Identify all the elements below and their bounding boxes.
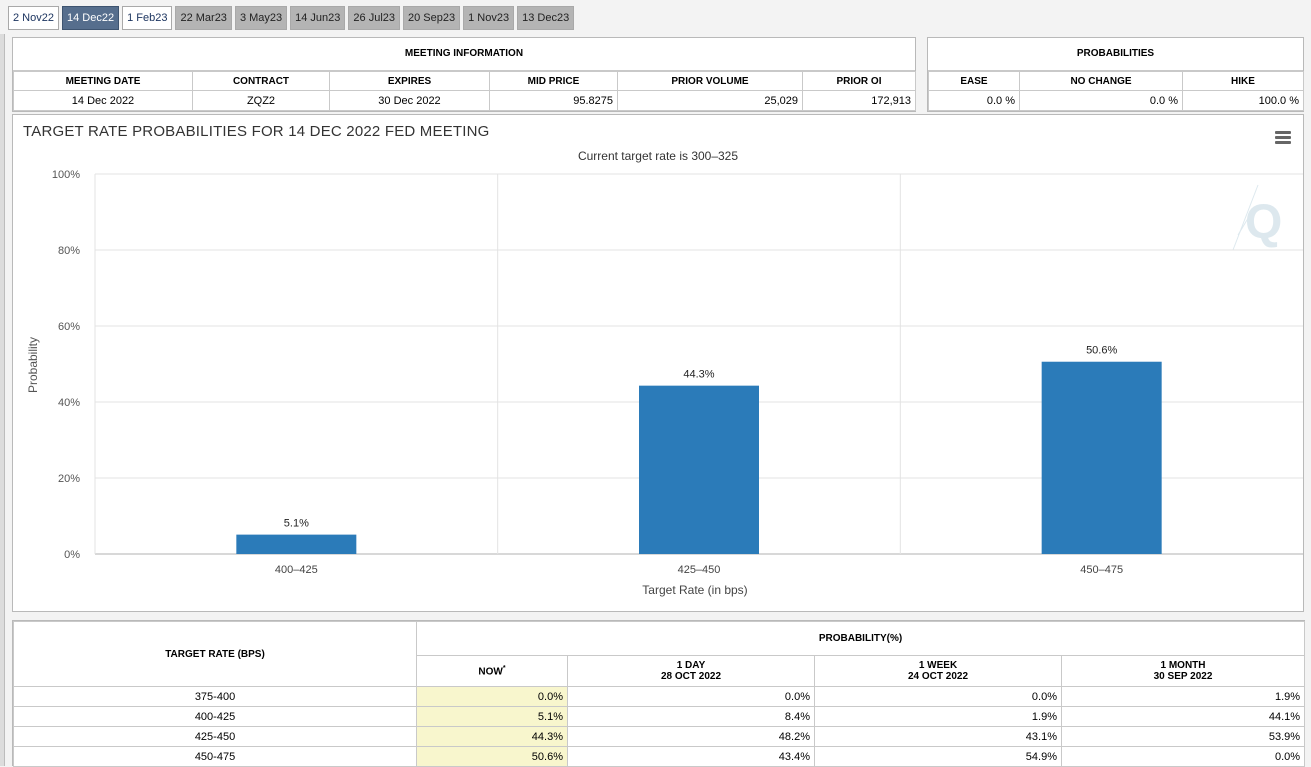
bar-data-label: 5.1% bbox=[284, 518, 309, 530]
one-month-cell: 1.9% bbox=[1060, 686, 1306, 707]
probabilities-panel: PROBABILITIES EASE NO CHANGE HIKE 0.0 % … bbox=[927, 37, 1304, 112]
x-tick-label: 425–450 bbox=[678, 564, 721, 576]
meeting-information-panel: MEETING INFORMATION MEETING DATE CONTRAC… bbox=[12, 37, 916, 112]
bar-2[interactable] bbox=[1041, 361, 1162, 554]
tab-meeting-7[interactable]: 26 Jul23 bbox=[348, 6, 400, 30]
meeting-information-caption: MEETING INFORMATION bbox=[13, 38, 915, 71]
contract-value: ZQZ2 bbox=[192, 90, 330, 111]
bar-0[interactable] bbox=[236, 534, 357, 554]
probabilities-table: EASE NO CHANGE HIKE 0.0 % 0.0 % 100.0 % bbox=[928, 71, 1304, 111]
bar-data-label: 44.3% bbox=[683, 369, 714, 381]
x-tick-label: 450–475 bbox=[1080, 564, 1123, 576]
table-row: 375-400 0.0% 0.0% 0.0% 1.9% bbox=[13, 686, 1306, 707]
col-header-prior-volume: PRIOR VOLUME bbox=[617, 71, 803, 91]
meeting-tabs: 2 Nov22 14 Dec22 1 Feb23 22 Mar23 3 May2… bbox=[8, 6, 577, 30]
bar-1[interactable] bbox=[639, 385, 759, 554]
tab-meeting-10[interactable]: 13 Dec23 bbox=[517, 6, 575, 30]
col-header-1-week: 1 WEEK 24 OCT 2022 bbox=[814, 655, 1062, 687]
col-header-1-month: 1 MONTH 30 SEP 2022 bbox=[1060, 655, 1306, 687]
expires-value: 30 Dec 2022 bbox=[329, 90, 490, 111]
probability-table-panel: TARGET RATE (BPS) PROBABILITY(%) NOW* 1 … bbox=[12, 620, 1306, 767]
prior-oi-value: 172,913 bbox=[802, 90, 916, 111]
bar-data-label: 50.6% bbox=[1086, 345, 1117, 357]
probabilities-caption: PROBABILITIES bbox=[928, 38, 1303, 71]
tab-meeting-3[interactable]: 1 Feb23 bbox=[122, 6, 173, 30]
y-tick-label: 80% bbox=[58, 245, 80, 257]
one-week-cell: 0.0% bbox=[814, 686, 1062, 707]
table-row: 400-425 5.1% 8.4% 1.9% 44.1% bbox=[13, 706, 1306, 727]
col-header-now: NOW* bbox=[416, 655, 568, 687]
table-row: 425-450 44.3% 48.2% 43.1% 53.9% bbox=[13, 726, 1306, 747]
one-day-cell: 43.4% bbox=[567, 746, 815, 767]
col-header-meeting-date: MEETING DATE bbox=[13, 71, 193, 91]
now-cell: 0.0% bbox=[416, 686, 568, 707]
col-header-prior-oi: PRIOR OI bbox=[802, 71, 916, 91]
x-tick-label: 400–425 bbox=[275, 564, 318, 576]
no-change-value: 0.0 % bbox=[1019, 90, 1183, 111]
tab-meeting-9[interactable]: 1 Nov23 bbox=[463, 6, 515, 30]
probability-history-table: TARGET RATE (BPS) PROBABILITY(%) NOW* 1 … bbox=[13, 621, 1306, 767]
left-frame-edge bbox=[0, 34, 5, 766]
y-tick-label: 0% bbox=[64, 549, 80, 561]
mid-price-value: 95.8275 bbox=[489, 90, 618, 111]
hamburger-menu-icon[interactable] bbox=[1275, 131, 1291, 145]
rate-cell: 425-450 bbox=[13, 726, 417, 747]
rate-cell: 400-425 bbox=[13, 706, 417, 727]
tab-meeting-6[interactable]: 14 Jun23 bbox=[290, 6, 346, 30]
rate-cell: 450-475 bbox=[13, 746, 417, 767]
col-header-ease: EASE bbox=[928, 71, 1020, 91]
one-day-cell: 0.0% bbox=[567, 686, 815, 707]
bar-chart: Q 0% 20% 40% 60% 80% 100% 5.1% 44.3% 50.6% 400–… bbox=[26, 169, 1303, 597]
chart-subtitle: Current target rate is 300–325 bbox=[577, 149, 739, 163]
one-week-cell: 43.1% bbox=[814, 726, 1062, 747]
col-header-no-change: NO CHANGE bbox=[1019, 71, 1183, 91]
col-header-contract: CONTRACT bbox=[192, 71, 330, 91]
one-day-cell: 8.4% bbox=[567, 706, 815, 727]
chart-title: TARGET RATE PROBABILITIES FOR 14 DEC 202… bbox=[23, 123, 490, 140]
tab-meeting-2[interactable]: 14 Dec22 bbox=[61, 6, 120, 30]
one-month-cell: 0.0% bbox=[1060, 746, 1306, 767]
tab-meeting-1[interactable]: 2 Nov22 bbox=[8, 6, 59, 30]
x-axis-title: Target Rate (in bps) bbox=[642, 583, 747, 597]
col-header-hike: HIKE bbox=[1182, 71, 1304, 91]
table-row: 450-475 50.6% 43.4% 54.9% 0.0% bbox=[13, 746, 1306, 767]
ease-value: 0.0 % bbox=[928, 90, 1020, 111]
y-tick-label: 60% bbox=[58, 321, 80, 333]
tab-meeting-5[interactable]: 3 May23 bbox=[234, 6, 288, 30]
col-header-1-day: 1 DAY 28 OCT 2022 bbox=[567, 655, 815, 687]
svg-text:Q: Q bbox=[1245, 196, 1282, 249]
y-tick-label: 40% bbox=[58, 397, 80, 409]
y-axis-title: Probability bbox=[26, 337, 40, 393]
prior-volume-value: 25,029 bbox=[617, 90, 803, 111]
meeting-date-value: 14 Dec 2022 bbox=[13, 90, 193, 111]
now-cell: 5.1% bbox=[416, 706, 568, 727]
meeting-information-table: MEETING DATE CONTRACT EXPIRES MID PRICE … bbox=[13, 71, 916, 111]
tab-meeting-4[interactable]: 22 Mar23 bbox=[175, 6, 232, 30]
col-header-expires: EXPIRES bbox=[329, 71, 490, 91]
col-header-mid-price: MID PRICE bbox=[489, 71, 618, 91]
hike-value: 100.0 % bbox=[1182, 90, 1304, 111]
y-tick-label: 20% bbox=[58, 473, 80, 485]
one-week-cell: 54.9% bbox=[814, 746, 1062, 767]
one-week-cell: 1.9% bbox=[814, 706, 1062, 727]
y-tick-label: 100% bbox=[52, 169, 80, 181]
one-day-cell: 48.2% bbox=[567, 726, 815, 747]
now-cell: 44.3% bbox=[416, 726, 568, 747]
now-cell: 50.6% bbox=[416, 746, 568, 767]
q-watermark-icon: Q bbox=[1232, 184, 1282, 251]
rate-cell: 375-400 bbox=[13, 686, 417, 707]
tab-meeting-8[interactable]: 20 Sep23 bbox=[403, 6, 461, 30]
chart-panel: TARGET RATE PROBABILITIES FOR 14 DEC 202… bbox=[12, 114, 1304, 612]
probability-group-header: PROBABILITY(%) bbox=[415, 621, 1306, 656]
target-rate-header: TARGET RATE (BPS) bbox=[13, 621, 417, 687]
one-month-cell: 44.1% bbox=[1060, 706, 1306, 727]
one-month-cell: 53.9% bbox=[1060, 726, 1306, 747]
